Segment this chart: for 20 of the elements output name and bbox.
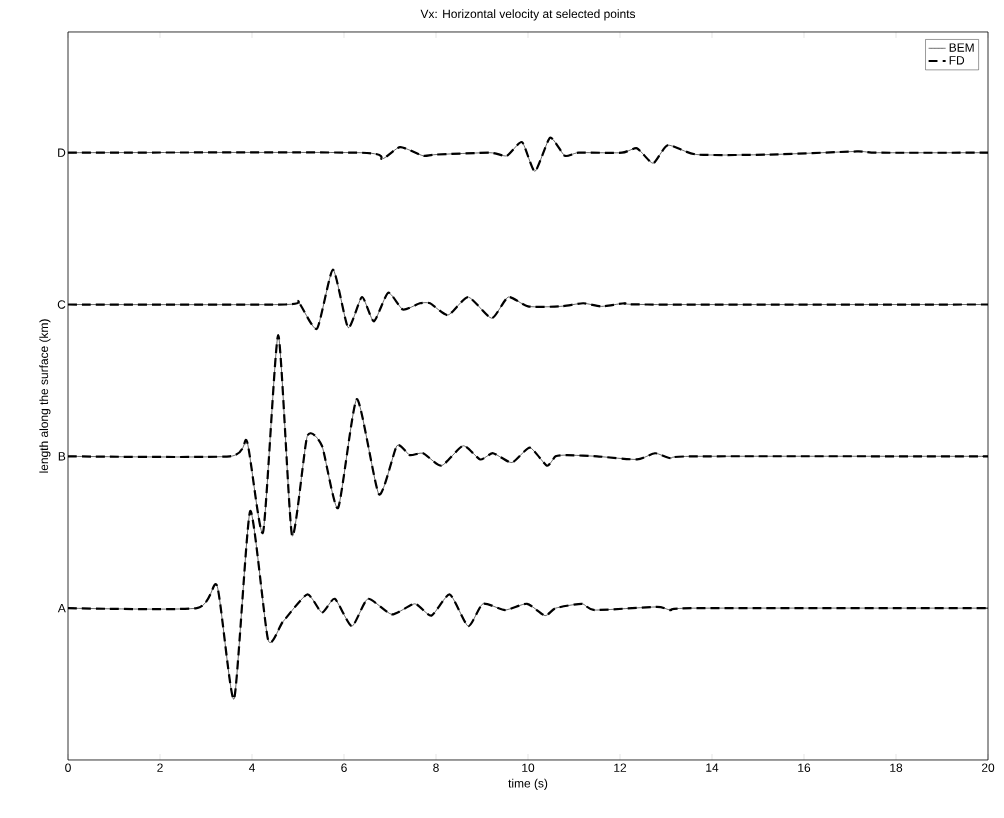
text: A xyxy=(57,604,66,613)
x-tick-label: 10 xyxy=(522,763,535,772)
x-tick-label: 6 xyxy=(341,763,347,772)
x-tick-label: 16 xyxy=(798,763,811,772)
x-tick-label: 14 xyxy=(706,763,719,772)
x-tick-label: 20 xyxy=(981,763,995,772)
x-tick-label: 4 xyxy=(248,763,255,772)
legend-label: FD xyxy=(949,56,965,65)
text: D xyxy=(58,148,66,157)
x-tick-label: 12 xyxy=(614,763,627,772)
legend-label: BEM xyxy=(949,43,974,52)
x-tick-label: 0 xyxy=(65,763,71,772)
x-tick-label: 8 xyxy=(433,763,439,772)
text: B xyxy=(58,452,66,461)
x-tick-label: 2 xyxy=(157,763,163,772)
text: C xyxy=(57,300,66,309)
chart-title: Vx: Horizontal velocity at selected points xyxy=(420,9,636,21)
x-tick-label: 18 xyxy=(890,763,903,772)
y-axis-title: length along the surface (km) xyxy=(39,319,51,473)
x-axis-title: time (s) xyxy=(508,778,548,790)
